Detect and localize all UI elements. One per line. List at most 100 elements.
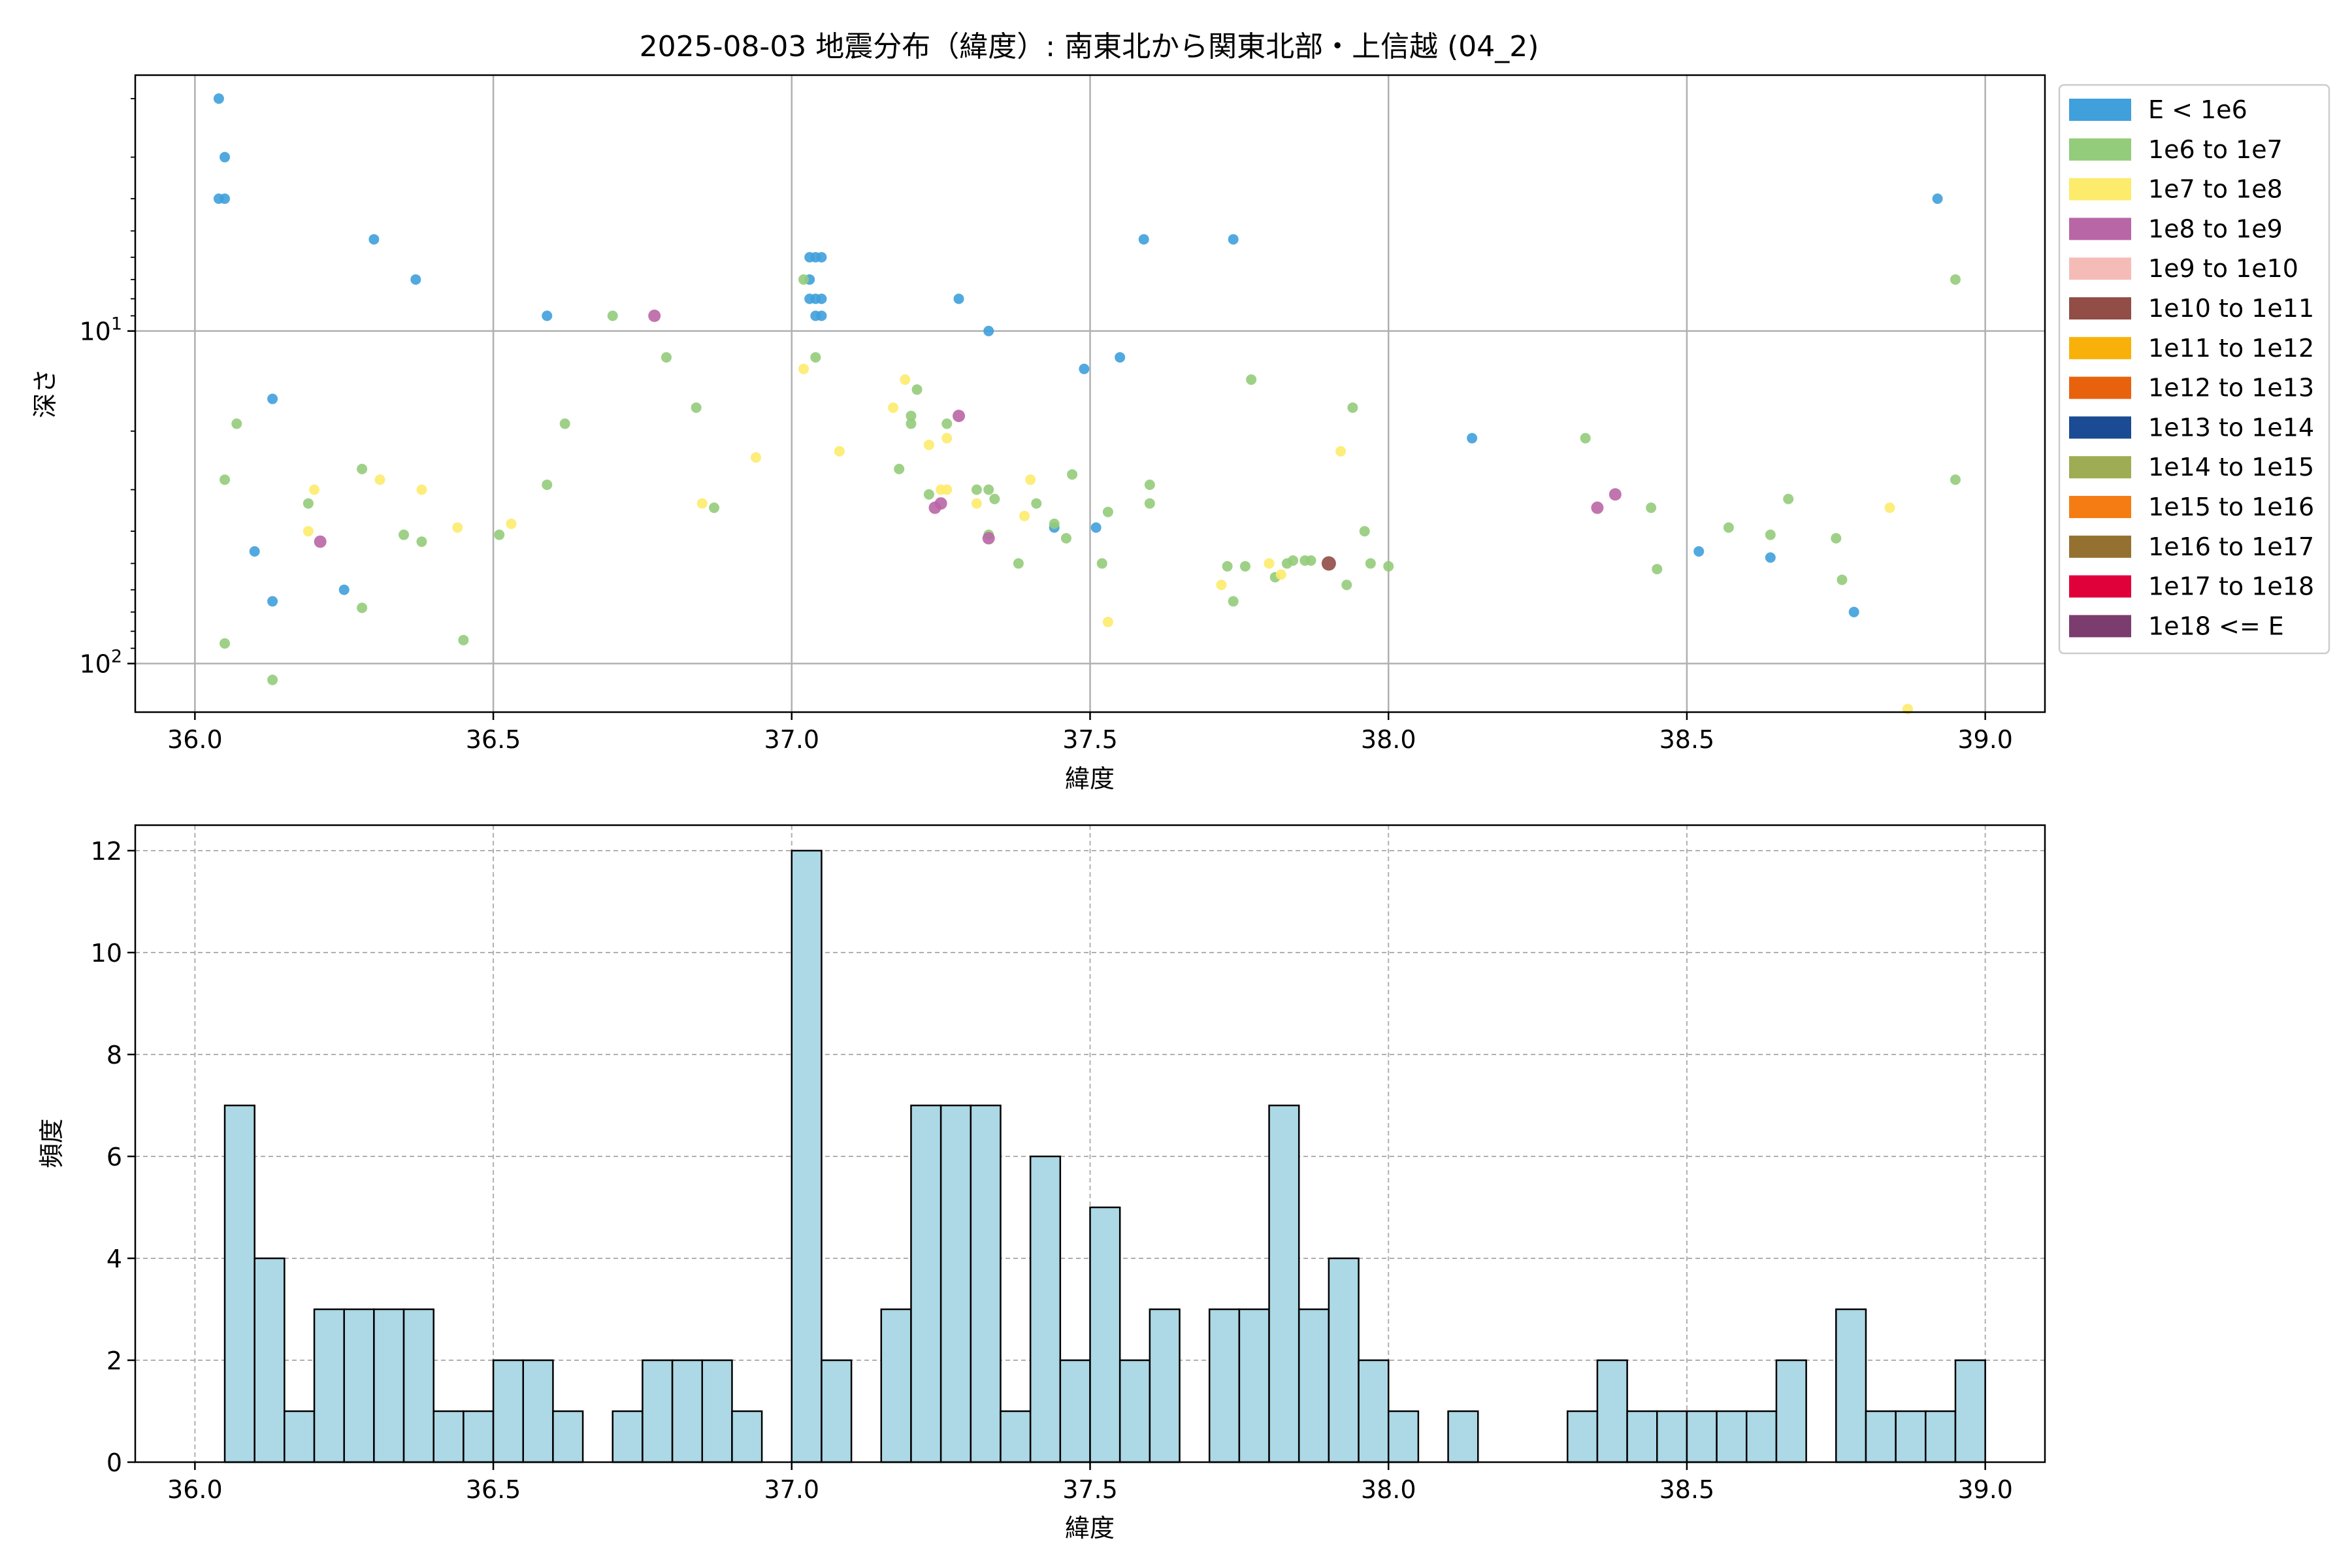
scatter-point [374,474,385,485]
histogram-bar [433,1410,465,1463]
histogram-x-tick-label: 39.0 [1957,1475,2013,1504]
histogram-bar [1954,1359,1986,1463]
scatter-point [834,446,845,457]
histogram-y-label: 頻度 [37,1119,66,1168]
scatter-point [1950,274,1961,285]
scatter-point [1013,558,1024,569]
histogram-bar [313,1308,345,1463]
histogram-bar [1447,1410,1479,1463]
scatter-point [750,452,761,463]
scatter-point [953,410,966,423]
scatter-point [1144,498,1155,509]
scatter-point [941,418,953,429]
scatter-point [1102,506,1113,517]
scatter-point [1765,529,1776,540]
histogram-bar [1149,1308,1181,1463]
scatter-point [1025,474,1036,485]
scatter-point [1831,532,1842,544]
scatter-point [542,310,553,321]
scatter-point [559,418,570,429]
scatter-point [798,274,809,285]
histogram-bar [1298,1308,1330,1463]
scatter-point [989,493,1000,504]
scatter-point [231,418,242,429]
histogram-bar [1596,1359,1628,1463]
histogram-bar [1746,1410,1778,1463]
scatter-point [1228,234,1239,245]
scatter-y-tick-label: 102 [79,647,122,679]
scatter-point [1060,532,1071,544]
histogram-y-tick-label: 8 [106,1041,122,1070]
scatter-point [1609,488,1622,501]
scatter-point [506,518,517,529]
legend-swatch [2069,496,2131,518]
scatter-point [691,402,702,413]
histogram-bar [1656,1410,1688,1463]
scatter-point [542,480,553,491]
histogram-y-tick-label: 2 [106,1347,122,1375]
scatter-point [1347,402,1358,413]
histogram-bar [821,1359,853,1463]
scatter-point [983,484,994,495]
scatter-point [220,474,231,485]
scatter-point [1305,555,1316,566]
histogram-bar [253,1257,286,1463]
scatter-y-label: 深さ [31,368,59,418]
legend-items: E < 1e6 1e6 to 1e7 1e7 to 1e8 1e8 to 1e9 1e9… [2069,95,2314,640]
scatter-point [1467,433,1478,444]
histogram-bar [1000,1410,1032,1463]
histogram-bar [970,1104,1002,1463]
scatter-x-tick-label: 38.5 [1659,725,1715,754]
scatter-point [971,484,982,495]
legend-label: 1e14 to 1e15 [2148,453,2314,482]
scatter-point [357,463,368,474]
scatter-point [906,410,917,421]
scatter-point [1335,446,1347,457]
scatter-point [1341,580,1352,591]
scatter-point [1096,558,1107,569]
scatter-point [1693,546,1705,557]
scatter-point [1652,564,1663,575]
scatter-point [368,234,380,245]
legend-label: 1e7 to 1e8 [2148,175,2283,204]
histogram-bar [284,1410,316,1463]
scatter-points [213,93,1961,715]
histogram-bar [492,1359,524,1463]
histogram-bar [1208,1308,1241,1463]
legend-label: E < 1e6 [2148,95,2247,124]
histogram-bar [1865,1410,1897,1463]
scatter-point [357,602,368,613]
histogram-bar [402,1308,434,1463]
scatter-point [314,535,327,548]
scatter-point [416,536,427,547]
histogram-x-tick-label: 36.0 [167,1475,223,1504]
scatter-point [1067,469,1078,480]
scatter-point [1216,580,1227,591]
scatter-x-tick-label: 37.5 [1062,725,1118,754]
histogram-y-tick-label: 6 [106,1143,122,1171]
scatter-point [399,529,410,540]
legend-swatch [2069,575,2131,598]
scatter-point [941,484,953,495]
histogram-bar [1328,1257,1360,1463]
legend-label: 1e12 to 1e13 [2148,374,2314,402]
scatter-point [1102,617,1113,628]
histogram-bar [1089,1206,1121,1463]
legend-swatch [2069,615,2131,638]
scatter-point [888,402,899,413]
histogram-x-tick-label: 37.0 [764,1475,819,1504]
scatter-point [458,634,469,645]
histogram-bar [791,849,823,1463]
scatter-point [416,484,427,495]
scatter-point [810,310,821,321]
scatter-point [810,351,821,363]
histogram-bar [642,1359,674,1463]
histogram-bar [1686,1410,1718,1463]
scatter-point [1723,522,1734,533]
histogram-bar [1775,1359,1807,1463]
scatter-point [1144,480,1155,491]
scatter-point [1264,558,1275,569]
scatter-point [1932,193,1943,204]
histogram-x-ticks: 36.0 36.5 37.0 37.5 38.0 38.5 39.0 [167,1462,2013,1504]
scatter-point [911,384,923,395]
